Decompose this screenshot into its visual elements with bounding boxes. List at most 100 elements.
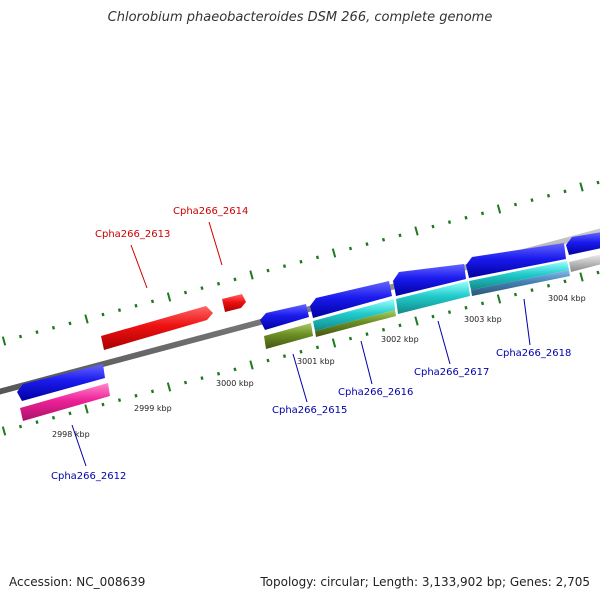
minor-tick xyxy=(18,424,23,429)
cyan-gene-2617 xyxy=(396,281,470,314)
minor-tick xyxy=(431,224,435,229)
magenta-gene-2612 xyxy=(20,383,110,421)
leader-lines xyxy=(71,221,531,467)
minor-tick xyxy=(365,242,369,246)
minor-tick xyxy=(530,288,534,292)
red-gene-2614 xyxy=(222,294,246,312)
gene-label-2613: Cpha266_2613 xyxy=(95,229,170,240)
minor-tick xyxy=(134,303,138,308)
minor-tick xyxy=(348,246,353,251)
major-tick xyxy=(1,426,7,436)
leader-line-2612 xyxy=(71,424,87,467)
major-tick xyxy=(249,270,254,280)
minor-tick xyxy=(530,198,534,202)
minor-tick xyxy=(398,323,402,328)
kbp-label: 2999 kbp xyxy=(134,404,172,413)
minor-tick xyxy=(513,292,518,297)
tick-marks xyxy=(1,180,600,436)
blue-gene-1 xyxy=(17,364,105,401)
minor-tick xyxy=(233,367,237,372)
kbp-label: 3000 kbp xyxy=(216,379,254,388)
major-tick xyxy=(166,382,172,392)
major-tick xyxy=(249,360,254,370)
minor-tick xyxy=(101,312,105,317)
minor-tick xyxy=(150,299,155,304)
minor-tick xyxy=(266,268,270,273)
major-tick xyxy=(496,294,502,304)
major-tick xyxy=(1,336,7,346)
minor-tick xyxy=(546,283,551,288)
gene-label-2617: Cpha266_2617 xyxy=(414,367,489,378)
genome-stats-text: Topology: circular; Length: 3,133,902 bp… xyxy=(260,575,590,589)
gene-label-2618: Cpha266_2618 xyxy=(496,348,571,359)
minor-tick xyxy=(480,301,485,306)
minor-tick xyxy=(183,290,188,295)
minor-tick xyxy=(35,330,39,334)
blue-gene-3 xyxy=(310,281,392,318)
minor-tick xyxy=(464,305,468,310)
blue-gene-5 xyxy=(466,243,566,278)
minor-tick xyxy=(315,255,320,260)
minor-tick xyxy=(563,189,567,194)
leader-line-2613 xyxy=(130,244,148,289)
minor-tick xyxy=(398,233,402,238)
gene-label-2616: Cpha266_2616 xyxy=(338,387,413,398)
minor-tick xyxy=(18,334,23,339)
leader-line-2616 xyxy=(360,340,373,385)
minor-tick xyxy=(117,398,122,402)
major-tick xyxy=(331,338,337,348)
minor-tick xyxy=(381,327,386,332)
minor-tick xyxy=(299,259,303,264)
major-tick xyxy=(579,182,584,192)
minor-tick xyxy=(365,332,369,336)
gene-label-2615: Cpha266_2615 xyxy=(272,405,347,416)
major-tick xyxy=(331,248,337,258)
minor-tick xyxy=(134,393,138,398)
minor-tick xyxy=(216,371,221,376)
minor-tick xyxy=(200,286,204,290)
minor-tick xyxy=(596,270,600,275)
minor-tick xyxy=(150,389,155,394)
minor-tick xyxy=(216,281,221,286)
minor-tick xyxy=(35,420,39,424)
olive-gene-2615 xyxy=(264,323,313,349)
blue-gene-4 xyxy=(393,264,466,296)
minor-tick xyxy=(266,358,270,363)
blue-gene-2 xyxy=(260,304,309,330)
leader-line-2615 xyxy=(292,353,308,403)
cyan-olive-gene-2616 xyxy=(313,299,395,331)
page-title: Chlorobium phaeobacteroides DSM 266, com… xyxy=(107,10,493,25)
steel-strip-2618 xyxy=(471,270,570,296)
minor-tick xyxy=(282,354,287,358)
kbp-label: 3003 kbp xyxy=(464,315,502,324)
minor-tick xyxy=(447,220,452,224)
minor-tick xyxy=(68,411,72,416)
olive-strip-2616 xyxy=(315,310,396,337)
minor-tick xyxy=(51,325,56,330)
minor-tick xyxy=(563,279,567,284)
minor-tick xyxy=(51,415,56,420)
leader-line-2617 xyxy=(437,320,451,365)
kbp-label: 3004 kbp xyxy=(548,294,586,303)
minor-tick xyxy=(315,345,320,350)
minor-tick xyxy=(299,349,303,354)
minor-tick xyxy=(596,180,600,185)
leader-line-2614 xyxy=(208,221,223,266)
kbp-label: 3001 kbp xyxy=(297,357,335,366)
leader-line-2618 xyxy=(523,298,531,346)
major-tick xyxy=(84,314,89,324)
major-tick xyxy=(166,292,172,302)
kbp-label: 2998 kbp xyxy=(52,430,90,439)
kbp-label: 3002 kbp xyxy=(381,335,419,344)
minor-tick xyxy=(68,321,72,326)
minor-tick xyxy=(480,211,485,216)
gray-gene xyxy=(569,254,600,272)
minor-tick xyxy=(348,336,353,341)
gene-label-2612: Cpha266_2612 xyxy=(51,471,126,482)
major-tick xyxy=(84,404,89,414)
red-gene-2613 xyxy=(101,306,213,350)
blue-gene-6 xyxy=(566,232,600,255)
major-tick xyxy=(496,204,502,214)
